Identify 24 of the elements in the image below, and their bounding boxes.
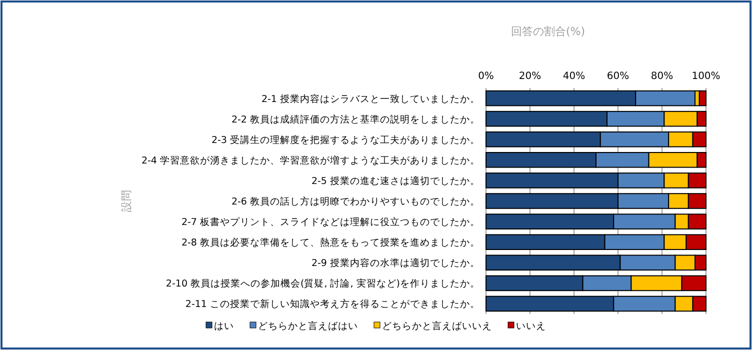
y-tick-label: 2-1 授業内容はシラバスと一致していましたか。 bbox=[261, 92, 480, 105]
x-tick-label: 0% bbox=[478, 71, 494, 82]
bar bbox=[698, 90, 706, 106]
x-tick-label: 20% bbox=[518, 71, 542, 82]
y-tick-label: 2-4 学習意欲が湧きましたか、学習意欲が増すような工夫がありましたか。 bbox=[141, 154, 480, 166]
y-tick-label: 2-5 授業の進む速さは適切でしたか。 bbox=[311, 174, 480, 187]
y-tick-label: 2-9 授業内容の水準は適切でしたか。 bbox=[311, 257, 480, 270]
x-tick-label: 60% bbox=[606, 71, 630, 82]
y-tick-label: 2-6 教員の話し方は明瞭でわかりやすいものでしたか。 bbox=[231, 196, 480, 208]
y-axis-title: 設問 bbox=[120, 190, 133, 212]
x-tick-label: 100% bbox=[692, 71, 720, 82]
y-tick-label: 2-11 この授業で新しい知識や考え方を得ることができましたか。 bbox=[185, 298, 480, 310]
y-tick-label: 2-10 教員は授業への参加機会(質疑, 討論, 実習など)を作りましたか。 bbox=[166, 278, 480, 290]
y-tick-label: 2-2 教員は成績評価の方法と基準の説明をしましたか。 bbox=[231, 113, 480, 126]
x-tick-label: 40% bbox=[562, 71, 586, 82]
legend-label: はい bbox=[214, 321, 234, 332]
x-axis-title: 回答の割合(%) bbox=[510, 25, 586, 38]
legend-label: どちらかと言えばいいえ bbox=[382, 320, 492, 332]
y-tick-label: 2-3 受講生の理解度を把握するような工夫がありましたか。 bbox=[211, 134, 480, 146]
legend-label: いいえ bbox=[516, 321, 546, 332]
legend-label: どちらかと言えばはい bbox=[258, 320, 358, 332]
y-tick-label: 2-8 教員は必要な準備をして、熱意をもって授業を進めましたか。 bbox=[181, 236, 480, 249]
y-tick-label: 2-7 板書やプリント、スライドなどは理解に役立つものでしたか。 bbox=[181, 216, 480, 228]
x-tick-label: 80% bbox=[650, 71, 674, 82]
